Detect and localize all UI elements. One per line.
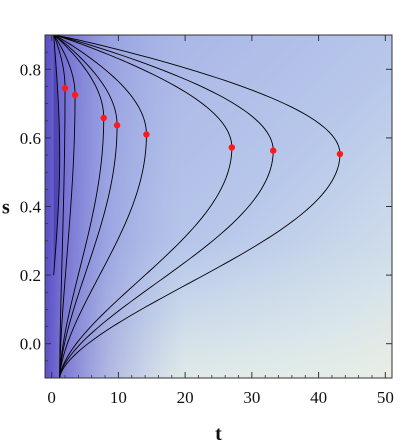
x-tick-label: 30 (243, 388, 260, 407)
y-tick-label: 0.0 (20, 335, 41, 354)
x-tick-label: 10 (110, 388, 127, 407)
contour-lines (53, 35, 341, 378)
y-tick-label: 0.2 (20, 266, 41, 285)
x-tick-label: 40 (310, 388, 327, 407)
x-tick-label: 50 (377, 388, 394, 407)
peak-point-4 (113, 122, 121, 129)
contour-line-1 (53, 35, 66, 378)
x-tick-label: 20 (177, 388, 194, 407)
contour-line-6 (53, 35, 233, 378)
contour-line-7 (53, 35, 274, 378)
peak-point-2 (71, 91, 79, 99)
contour-line-5 (53, 35, 147, 378)
peak-point-6 (228, 144, 236, 151)
x-axis-title: t (215, 423, 222, 445)
y-axis-ticks: 0.0 0.2 0.4 0.6 0.8 (20, 51, 392, 362)
density-background (45, 35, 392, 378)
peak-point-5 (143, 131, 150, 138)
peak-point-7 (270, 147, 277, 154)
y-tick-label: 0.4 (20, 198, 42, 217)
x-tick-label: 0 (47, 388, 56, 407)
y-axis-title: s (2, 197, 10, 219)
contour-line-3 (53, 35, 105, 378)
y-tick-label: 0.6 (20, 129, 41, 148)
peak-point-8 (336, 150, 344, 158)
x-axis-ticks: 0 10 20 30 40 50 (47, 35, 394, 407)
y-tick-label: 0.8 (20, 60, 41, 79)
contour-line-8 (53, 35, 341, 378)
peak-point-3 (100, 114, 107, 122)
background-left-shade (45, 35, 392, 378)
peak-point-1 (61, 84, 69, 92)
peak-points (61, 84, 344, 158)
contour-line-4 (53, 35, 118, 378)
contour-inner-lobe (53, 35, 61, 276)
